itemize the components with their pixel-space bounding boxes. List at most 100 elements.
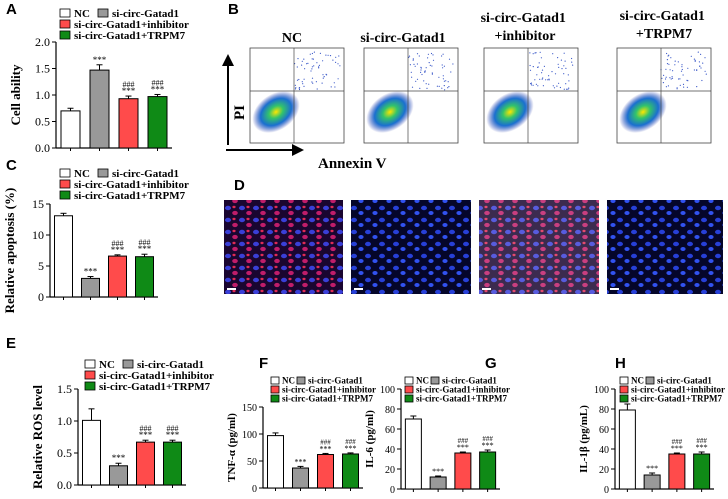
flow-event-dot <box>296 79 299 81</box>
flow-event-dot <box>448 58 451 60</box>
bar <box>429 476 447 490</box>
flow-event-dot <box>558 82 560 84</box>
bar <box>317 454 334 489</box>
flow-event-dot <box>301 81 303 83</box>
flow-event-dot <box>668 54 670 56</box>
flow-event-dot <box>564 60 566 62</box>
flow-event-dot <box>665 68 667 70</box>
bar <box>404 418 422 490</box>
flow-event-dot <box>445 80 447 82</box>
flow-event-dot <box>541 78 543 80</box>
y-tick-label: 0 <box>390 485 395 496</box>
legend-label: si-circ-Gatad1+inhibitor <box>99 370 214 382</box>
flow-event-dot <box>704 57 706 59</box>
legend-swatch <box>84 370 96 380</box>
flow-event-dot <box>322 77 324 79</box>
flow-event-dot <box>668 63 670 65</box>
flow-event-dot <box>294 88 297 90</box>
panel-letter-d: D <box>234 177 245 194</box>
flow-event-dot <box>311 66 313 68</box>
hash-marker: ### <box>696 437 707 445</box>
flow-event-dot <box>442 67 444 69</box>
flow-event-dot <box>679 84 681 86</box>
flow-event-dot <box>312 58 314 60</box>
flow-event-dot <box>676 87 678 89</box>
flow-event-dot <box>444 89 446 91</box>
hash-marker: ### <box>140 424 152 433</box>
legend-label: si-circ-Gatad1+TRPM7 <box>99 381 211 393</box>
flow-event-dot <box>532 84 534 86</box>
image-nc <box>224 200 343 294</box>
flow-event-dot <box>443 65 445 67</box>
flow-event-dot <box>670 78 672 80</box>
flow-event-dot <box>551 71 553 73</box>
flow-event-dot <box>339 65 341 67</box>
flow-event-dot <box>552 53 554 55</box>
flow-event-dot <box>563 52 565 54</box>
flow-title-inh-line1: si-circ-Gatad1 <box>481 11 566 26</box>
y-axis-label: Relative ROS level <box>30 385 45 489</box>
y-tick-label: 80 <box>599 405 609 416</box>
y-axis-label: IL-1β (pg/mL) <box>578 405 590 473</box>
flow-event-dot <box>543 65 546 67</box>
y-tick-label: 80 <box>385 405 395 416</box>
hash-marker: ### <box>482 435 493 443</box>
flow-event-dot <box>329 55 332 57</box>
bar <box>54 215 73 298</box>
legend-label: NC <box>74 168 90 180</box>
legend-swatch <box>97 168 109 178</box>
flow-event-dot <box>411 76 413 78</box>
flow-event-dot <box>312 82 314 84</box>
flow-title-inh-line2: +inhibitor <box>495 29 556 44</box>
legend-label: si-circ-Gatad1+TRPM7 <box>416 394 507 404</box>
flow-event-dot <box>325 73 327 75</box>
flow-event-dot <box>443 85 445 87</box>
flow-event-dot <box>556 85 558 87</box>
flow-event-dot <box>572 64 574 66</box>
legend-swatch <box>430 376 440 385</box>
panel-letter-b: B <box>228 1 239 18</box>
flow-event-dot <box>567 74 569 76</box>
flow-event-dot <box>425 67 427 69</box>
flow-event-dot <box>311 77 314 79</box>
flow-event-dot <box>425 83 427 85</box>
flow-event-dot <box>534 52 536 54</box>
legend-swatch <box>404 394 414 403</box>
flow-event-dot <box>298 88 301 91</box>
flow-event-dot <box>438 76 440 78</box>
panel-letter-h: H <box>615 355 626 372</box>
legend-label: si-circ-Gatad1 <box>308 376 363 386</box>
flow-event-dot <box>671 77 674 79</box>
bar <box>693 453 711 490</box>
flow-event-dot <box>557 57 559 59</box>
y-tick-label: 100 <box>242 430 257 441</box>
flow-event-dot <box>541 72 543 74</box>
legend-label: NC <box>416 376 429 386</box>
flow-event-dot <box>311 81 313 83</box>
flow-event-dot <box>674 60 676 62</box>
flow-event-dot <box>427 53 429 55</box>
flow-event-dot <box>537 66 539 68</box>
flow-event-dot <box>681 66 683 68</box>
flow-event-dot <box>335 56 337 58</box>
flow-event-dot <box>529 52 531 54</box>
legend-swatch <box>59 168 71 178</box>
flow-event-dot <box>571 57 573 60</box>
flow-event-dot <box>683 86 685 88</box>
legend-swatch <box>619 385 629 394</box>
flow-event-dot <box>534 79 536 81</box>
flow-event-dot <box>532 53 534 55</box>
legend-label: si-circ-Gatad1+inhibitor <box>631 385 725 395</box>
panel-letter-c: C <box>6 157 17 174</box>
flow-event-dot <box>298 78 300 81</box>
flow-event-dot <box>442 75 444 77</box>
flow-event-dot <box>548 78 550 80</box>
pi-arrow-head <box>222 54 234 66</box>
flow-event-dot <box>669 69 671 71</box>
panel-letter-e: E <box>6 335 16 352</box>
y-tick-label: 15 <box>32 197 44 211</box>
flow-event-dot <box>541 69 544 71</box>
flow-event-dot <box>420 67 422 69</box>
